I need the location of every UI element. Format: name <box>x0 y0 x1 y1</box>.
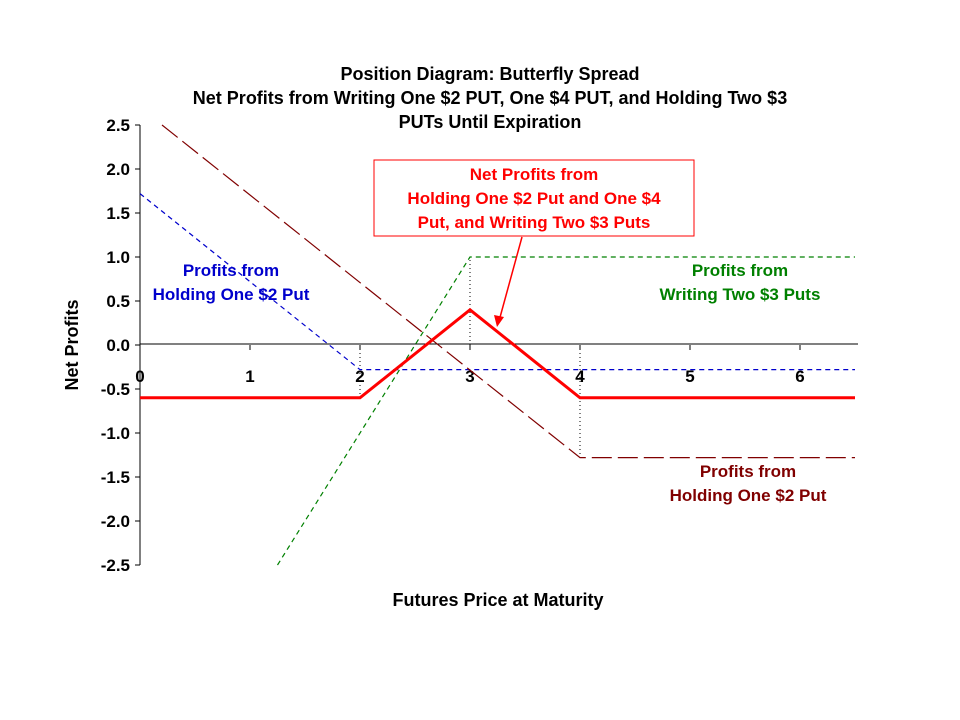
y-tick-label: 1.5 <box>106 204 130 223</box>
blue-annotation-line-2: Holding One $2 Put <box>153 285 310 304</box>
green-annotation-line-2: Writing Two $3 Puts <box>660 285 821 304</box>
y-axis-ticks: 2.5 2.0 1.5 1.0 0.5 0.0 -0.5 -1.0 -1.5 -2.0 -2.5 <box>101 116 140 575</box>
x-tick-label: 1 <box>245 367 254 386</box>
maroon-annotation-line-1: Profits from <box>700 462 796 481</box>
y-tick-label: 0.5 <box>106 292 130 311</box>
guide-lines <box>359 257 581 458</box>
x-tick-label: 0 <box>135 367 144 386</box>
x-tick-label: 3 <box>465 367 474 386</box>
net-annotation-line-2: Holding One $2 Put and One $4 <box>407 189 661 208</box>
x-axis-ticks: 0 1 2 3 4 5 6 <box>135 345 805 386</box>
series-lines <box>139 124 855 566</box>
net-annotation-line-1: Net Profits from <box>470 165 598 184</box>
chart-title-line-2: Net Profits from Writing One $2 PUT, One… <box>193 88 787 108</box>
net-annotation-arrow <box>498 236 523 322</box>
blue-annotation-line-1: Profits from <box>183 261 279 280</box>
x-tick-label: 2 <box>355 367 364 386</box>
net-annotation-arrowhead <box>494 315 504 327</box>
y-tick-label: -1.5 <box>101 468 130 487</box>
y-tick-label: -2.5 <box>101 556 130 575</box>
chart-title-line-1: Position Diagram: Butterfly Spread <box>340 64 639 84</box>
y-axis-label: Net Profits <box>62 299 82 390</box>
series-line-green <box>276 256 855 566</box>
net-profits-annotation-box <box>373 159 695 237</box>
y-tick-label: -2.0 <box>101 512 130 531</box>
series-line-net <box>140 307 855 400</box>
series-line-blue <box>139 193 855 371</box>
maroon-annotation-line-2: Holding One $2 Put <box>670 486 827 505</box>
x-tick-label: 5 <box>685 367 694 386</box>
y-tick-label: 2.5 <box>106 116 130 135</box>
net-annotation-line-3: Put, and Writing Two $3 Puts <box>418 213 651 232</box>
series-line-maroon <box>161 124 855 459</box>
y-tick-label: -1.0 <box>101 424 130 443</box>
x-tick-label: 6 <box>795 367 804 386</box>
y-tick-label: 0.0 <box>106 336 130 355</box>
y-tick-label: 2.0 <box>106 160 130 179</box>
x-tick-label: 4 <box>575 367 585 386</box>
x-axis-label: Futures Price at Maturity <box>392 590 603 610</box>
green-annotation-line-1: Profits from <box>692 261 788 280</box>
chart-title-line-3: PUTs Until Expiration <box>399 112 582 132</box>
y-tick-label: 1.0 <box>106 248 130 267</box>
y-tick-label: -0.5 <box>101 380 130 399</box>
